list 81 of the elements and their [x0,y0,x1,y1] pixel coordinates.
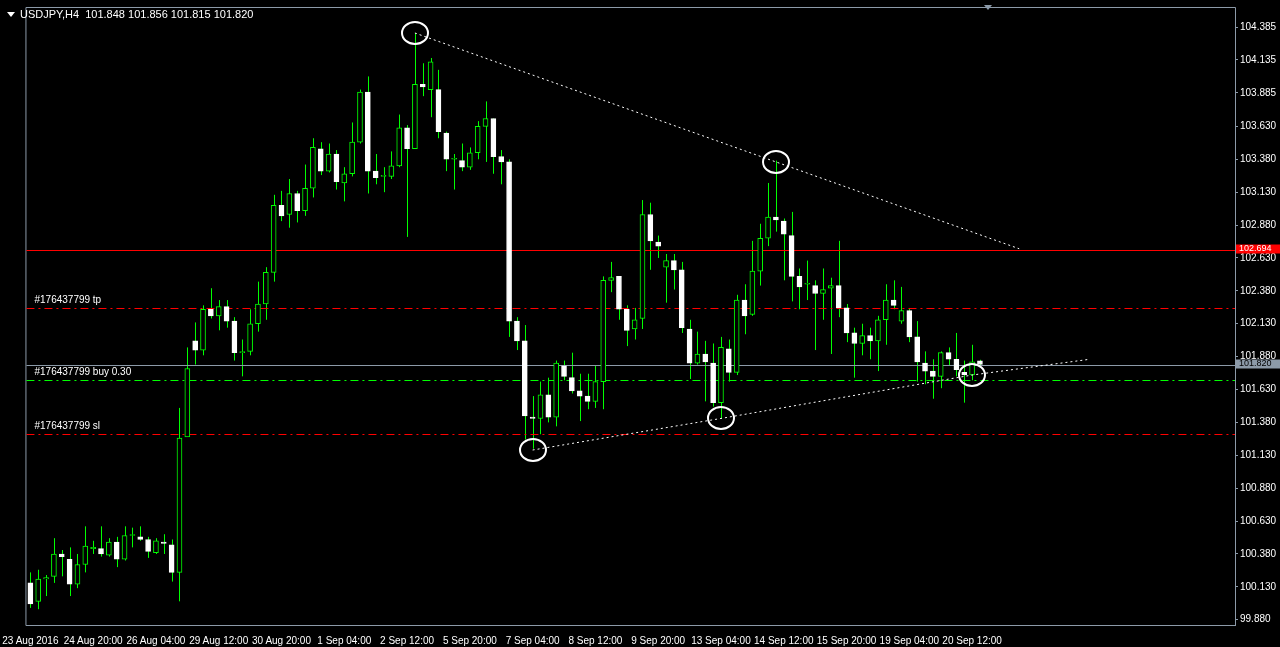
x-tick-label: 24 Aug 20:00 [63,634,124,646]
x-tick-label: 26 Aug 04:00 [126,634,186,646]
candlestick [404,124,410,238]
x-tick-label: 29 Aug 12:00 [189,634,249,646]
x-tick-label: 8 Sep 12:00 [568,634,623,646]
candlestick [498,149,505,185]
candlestick [671,253,677,291]
y-tick-label: 101.130 [1240,449,1277,461]
candlestick [828,277,834,355]
candlestick [859,323,866,356]
y-tick-label: 101.630 [1240,383,1277,395]
candlestick [98,525,104,558]
x-tick-label: 5 Sep 20:00 [442,634,498,646]
candlestick [514,316,520,351]
candlestick [341,166,348,202]
ref-line-label: #176437799 tp [34,294,102,306]
candlestick [945,346,952,367]
y-tick-label: 102.380 [1240,284,1277,296]
candlestick [780,217,787,281]
candlestick [561,360,567,381]
x-tick-label: 1 Sep 04:00 [317,634,372,646]
y-tick-label: 103.130 [1240,185,1277,197]
ref-line-label: #176437799 sl [34,420,101,432]
y-tick-label: 100.880 [1240,481,1277,493]
y-tick-label: 103.630 [1240,120,1277,132]
candlestick [867,327,873,360]
candlestick [804,260,811,301]
candlestick [239,339,246,377]
candlestick [255,281,261,333]
candlestick [882,283,889,346]
x-tick-label: 20 Sep 12:00 [942,634,1003,646]
candlestick [451,153,457,191]
candlestick [835,240,842,318]
x-tick-label: 2 Sep 12:00 [380,634,435,646]
ref-line-label: 102.694 [1239,243,1272,254]
candlestick [663,253,669,304]
candlestick [820,267,826,321]
y-tick-label: 104.385 [1240,20,1277,32]
candlestick [765,182,771,247]
candlestick [317,141,324,176]
y-tick-label: 103.380 [1240,153,1277,165]
y-tick-label: 99.880 [1240,613,1272,625]
candlestick [208,287,214,319]
candlestick [113,536,120,568]
candlestick [82,525,89,573]
candlestick [43,574,49,597]
candlestick [106,537,112,558]
candlestick [459,143,465,172]
candlestick [51,537,57,584]
y-tick-label: 100.630 [1240,514,1277,526]
x-tick-label: 7 Sep 04:00 [505,634,561,646]
x-tick-label: 9 Sep 20:00 [631,634,686,646]
candlestick [467,146,473,171]
x-tick-label: 13 Sep 04:00 [691,634,752,646]
x-tick-label: 23 Aug 2016 [2,634,59,646]
chart-title: USDJPY,H4 101.848 101.856 101.815 101.820 [20,8,254,20]
candlestick [372,153,379,185]
candlestick [294,190,301,223]
y-tick-label: 102.130 [1240,317,1277,329]
x-tick-label: 15 Sep 20:00 [816,634,877,646]
candlestick [875,315,881,372]
y-tick-label: 100.380 [1240,547,1277,559]
candlestick [623,304,630,347]
x-tick-label: 14 Sep 12:00 [754,634,814,646]
y-tick-label: 104.135 [1240,53,1277,65]
x-tick-label: 30 Aug 20:00 [252,634,312,646]
candlestick [812,279,818,351]
candlestick [145,536,151,559]
candlestick [608,261,614,293]
x-tick-label: 19 Sep 04:00 [879,634,940,646]
candlestick [35,569,42,610]
y-tick-label: 102.630 [1240,251,1277,263]
y-tick-label: 103.885 [1240,86,1277,98]
ref-line-label: #176437799 buy 0.30 [34,366,132,378]
candlestick [302,164,308,217]
candlestick [160,533,167,555]
y-tick-label: 102.880 [1240,218,1277,230]
candlestick [215,299,222,331]
y-tick-label: 100.130 [1240,580,1277,592]
y-tick-label: 101.380 [1240,416,1277,428]
candlestick [192,321,199,366]
